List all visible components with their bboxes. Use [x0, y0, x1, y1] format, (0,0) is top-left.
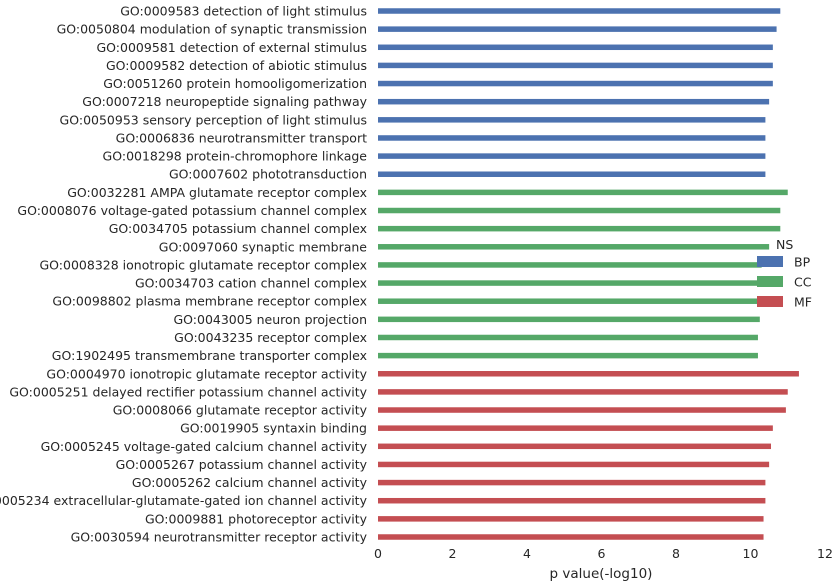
- category-label: GO:0008066 glutamate receptor activity: [113, 403, 368, 418]
- bar: [378, 135, 766, 141]
- category-label: GO:0030594 neurotransmitter receptor act…: [71, 530, 368, 545]
- legend-entry-label: MF: [794, 295, 812, 310]
- x-tick-label: 10: [743, 546, 759, 561]
- category-label: GO:0005234 extracellular-glutamate-gated…: [0, 493, 368, 508]
- category-label: GO:0032281 AMPA glutamate receptor compl…: [67, 185, 367, 200]
- x-ticks-group: 0 2 4 6 8 10 12: [374, 546, 833, 561]
- bar: [378, 425, 773, 431]
- category-label: GO:0050804 modulation of synaptic transm…: [57, 22, 367, 37]
- bar: [378, 153, 766, 159]
- legend-swatch: [757, 256, 783, 267]
- category-label: GO:0007218 neuropeptide signaling pathwa…: [82, 94, 367, 109]
- category-label: GO:0034705 potassium channel complex: [109, 221, 367, 236]
- x-tick-label: 8: [672, 546, 680, 561]
- bar: [378, 225, 781, 232]
- x-tick-label: 4: [523, 546, 531, 561]
- bar: [378, 352, 758, 359]
- bar: [378, 280, 762, 286]
- bar: [378, 62, 773, 69]
- category-label: GO:0009583 detection of light stimulus: [120, 4, 367, 19]
- category-label: GO:0005245 voltage-gated calcium channel…: [41, 439, 368, 454]
- bar: [378, 44, 773, 51]
- bar: [378, 316, 760, 323]
- bar: [378, 389, 788, 395]
- bars-group: [378, 8, 799, 540]
- legend-swatch: [757, 276, 783, 287]
- legend-swatch: [757, 296, 783, 307]
- x-tick-label: 2: [449, 546, 457, 561]
- category-label: GO:0050953 sensory perception of light s…: [60, 112, 367, 127]
- bar: [378, 497, 766, 504]
- bar: [378, 189, 788, 196]
- bar: [378, 8, 781, 14]
- bar: [378, 479, 766, 486]
- category-label: GO:0005251 delayed rectifier potassium c…: [9, 384, 367, 399]
- bar: [378, 371, 799, 377]
- legend-entry-label: BP: [794, 255, 811, 270]
- category-label: GO:0005267 potassium channel activity: [116, 457, 368, 472]
- x-tick-label: 12: [817, 546, 833, 561]
- category-label: GO:0009581 detection of external stimulu…: [97, 40, 368, 55]
- category-label: GO:0043005 neuron projection: [173, 312, 367, 327]
- category-label: GO:0005262 calcium channel activity: [132, 475, 368, 490]
- category-label: GO:0051260 protein homooligomerization: [103, 76, 367, 91]
- bar: [378, 26, 777, 32]
- bar: [378, 334, 758, 341]
- bar: [378, 244, 770, 250]
- legend-entry-label: CC: [794, 275, 812, 290]
- bar: [378, 171, 766, 177]
- category-label: GO:0004970 ionotropic glutamate receptor…: [46, 366, 367, 381]
- category-label: GO:0009881 photoreceptor activity: [145, 511, 368, 526]
- category-label: GO:0019905 syntaxin binding: [180, 421, 367, 436]
- x-tick-label: 0: [374, 546, 382, 561]
- bar: [378, 516, 764, 522]
- bar: [378, 262, 762, 268]
- x-axis-label: p value(-log10): [550, 566, 653, 582]
- category-label: GO:0008328 ionotropic glutamate receptor…: [40, 257, 368, 272]
- bar: [378, 207, 781, 214]
- category-label: GO:0008076 voltage-gated potassium chann…: [17, 203, 367, 218]
- category-label: GO:0009582 detection of abiotic stimulus: [106, 58, 367, 73]
- category-label: GO:1902495 transmembrane transporter com…: [52, 348, 367, 363]
- legend-title: NS: [776, 237, 793, 252]
- category-label: GO:0034703 cation channel complex: [135, 276, 367, 291]
- category-label: GO:0098802 plasma membrane receptor comp…: [52, 294, 367, 309]
- category-label: GO:0097060 synaptic membrane: [159, 239, 368, 254]
- category-labels-group: GO:0009583 detection of light stimulus GO…: [0, 4, 368, 545]
- bar: [378, 534, 764, 540]
- bar: [378, 461, 770, 468]
- bar: [378, 117, 766, 123]
- bar: [378, 443, 771, 450]
- category-label: GO:0007602 phototransduction: [169, 167, 367, 182]
- x-tick-label: 6: [598, 546, 606, 561]
- category-label: GO:0006836 neurotransmitter transport: [116, 130, 367, 145]
- category-label: GO:0018298 protein-chromophore linkage: [103, 149, 368, 164]
- bar: [378, 80, 773, 87]
- bar: [378, 407, 786, 413]
- bar: [378, 298, 762, 304]
- category-label: GO:0043235 receptor complex: [174, 330, 367, 345]
- bar: [378, 98, 770, 105]
